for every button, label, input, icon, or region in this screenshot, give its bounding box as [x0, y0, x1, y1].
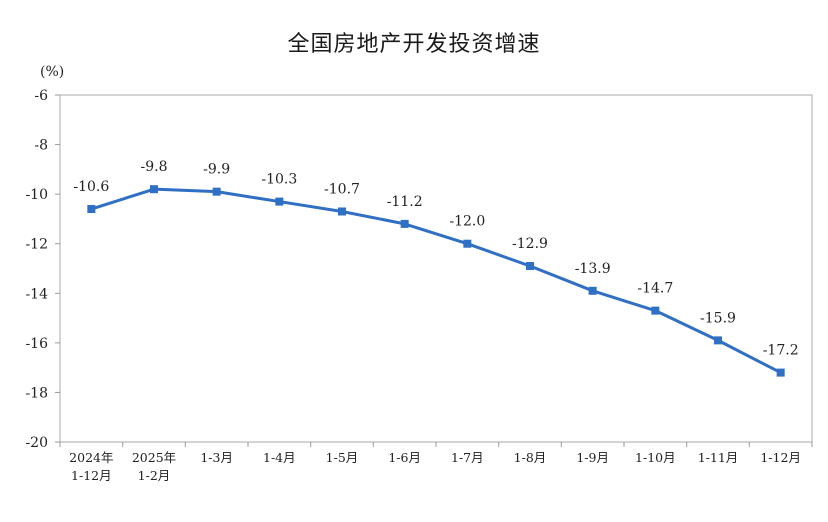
data-label: -13.9 [575, 261, 611, 277]
series-line [90, 187, 782, 374]
data-point-marker [651, 306, 660, 315]
data-label: -10.6 [73, 179, 109, 195]
y-tick-label: -16 [25, 336, 48, 352]
chart-title: 全国房地产开发投资增速 [287, 32, 541, 57]
data-labels: -10.6 -9.8 -9.9 -10.3 -10.7 -11.2 -12.0 -12.9 -1… [73, 159, 798, 358]
y-tick-label: -10 [25, 187, 48, 203]
x-tick-label: 1-5月 [326, 450, 359, 465]
data-point-marker [338, 207, 346, 216]
data-label: -15.9 [700, 310, 736, 326]
y-tick-label: -12 [25, 237, 48, 253]
data-point-marker [150, 185, 158, 194]
data-label: -10.3 [261, 172, 297, 188]
data-point-marker [212, 187, 221, 196]
y-tick-label: -6 [34, 88, 48, 104]
series-markers [87, 185, 785, 377]
data-point-marker [588, 286, 597, 295]
y-tick-label: -14 [25, 286, 48, 302]
y-tick-label: -18 [25, 385, 48, 401]
x-tick-label: 1-12月 [760, 450, 801, 465]
data-label: -11.2 [387, 194, 423, 210]
data-point-marker [776, 368, 785, 377]
data-point-marker [275, 197, 284, 206]
data-label: -12.9 [512, 236, 548, 252]
data-point-marker [714, 336, 722, 345]
data-label: -10.7 [324, 181, 360, 197]
data-label: -12.0 [449, 214, 485, 230]
x-tick-label: 1-7月 [451, 450, 484, 465]
data-label: -14.7 [637, 281, 673, 297]
data-label: -9.8 [141, 159, 168, 175]
x-tick-label: 1-3月 [200, 450, 233, 465]
x-tick-label: 1-11月 [698, 450, 739, 465]
data-label: -17.2 [763, 343, 799, 359]
plot-frame [59, 94, 813, 443]
x-tick-label: 1-6月 [388, 450, 421, 465]
data-point-marker [87, 205, 96, 214]
y-axis: -6 -8 -10 -12 -14 -16 -18 -20 [25, 88, 60, 451]
x-tick-label: 1-9月 [576, 450, 609, 465]
y-tick-label: -8 [34, 138, 48, 154]
x-tick-label: 1-10月 [635, 450, 676, 465]
y-axis-unit: (%) [40, 64, 65, 80]
y-tick-label: -20 [25, 435, 48, 451]
data-point-marker [526, 262, 534, 271]
data-label: -9.9 [203, 162, 230, 178]
data-point-marker [400, 219, 409, 228]
x-tick-label: 1-4月 [263, 450, 296, 465]
data-point-marker [463, 239, 472, 248]
x-tick-label: 2024年 1-12月 [69, 450, 113, 483]
x-axis: 2024年 1-12月 2025年 1-2月 1-3月 1-4月 1-5月 1-6月 1-7月 1… [59, 442, 813, 483]
x-tick-label: 1-8月 [514, 450, 547, 465]
x-tick-label: 2025年 1-2月 [132, 450, 176, 483]
